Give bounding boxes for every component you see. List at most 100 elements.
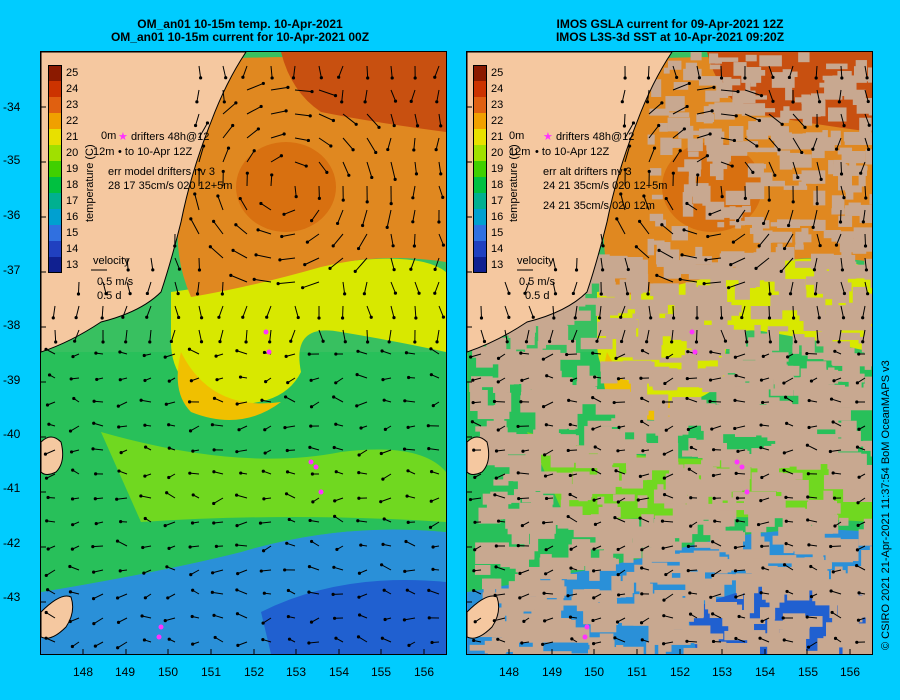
no-data-patch: [865, 233, 872, 252]
no-data-patch: [650, 342, 662, 351]
current-arrow-head: [356, 246, 361, 251]
current-arrow-head: [118, 350, 122, 354]
current-arrow: [45, 348, 56, 355]
current-arrow-head: [505, 340, 509, 344]
current-arrow-head: [861, 220, 865, 224]
current-arrow-head: [268, 340, 272, 344]
current-arrow: [567, 516, 578, 523]
colorbar-tick-label: 23: [66, 99, 79, 111]
current-arrow-head: [597, 316, 602, 320]
current-arrow-head: [71, 354, 75, 359]
current-arrow: [470, 353, 482, 358]
no-data-patch: [795, 573, 805, 591]
no-data-patch: [622, 575, 634, 594]
current-arrow-head: [392, 267, 396, 272]
no-data-patch: [826, 63, 848, 70]
no-data-patch: [779, 152, 805, 161]
no-data-patch: [550, 572, 562, 596]
current-arrow-head: [521, 449, 525, 453]
no-data-patch: [703, 428, 724, 444]
current-arrow-head: [864, 196, 868, 200]
right-map-panel[interactable]: [466, 51, 873, 655]
current-arrow: [341, 89, 344, 102]
current-arrow-head: [265, 315, 269, 319]
current-arrow: [54, 329, 57, 343]
current-arrow: [435, 137, 440, 150]
left-err-line1: err model drifters nv 3: [108, 166, 215, 178]
current-arrow-head: [69, 450, 74, 454]
current-arrow-head: [74, 316, 78, 320]
no-data-patch: [689, 256, 712, 265]
current-arrow: [648, 147, 655, 163]
current-arrow: [174, 257, 180, 270]
current-arrow-head: [321, 339, 325, 343]
current-arrow: [614, 401, 626, 404]
current-arrow: [661, 224, 674, 235]
right-title-line1: IMOS GSLA current for 09-Apr-2021 12Z: [556, 17, 784, 31]
current-arrow-head: [71, 468, 75, 472]
current-arrow: [664, 449, 674, 455]
current-arrow-head: [686, 568, 690, 573]
current-arrow-head: [294, 194, 298, 199]
current-arrow-head: [818, 243, 822, 248]
current-arrow: [93, 617, 104, 625]
current-arrow: [686, 397, 698, 403]
current-arrow: [643, 195, 650, 211]
no-data-patch: [514, 646, 540, 654]
current-arrow: [194, 193, 200, 211]
no-data-patch: [828, 160, 834, 175]
no-data-patch: [731, 131, 741, 137]
drifter-marker: [584, 624, 590, 630]
no-data-patch: [620, 426, 638, 433]
no-data-patch: [708, 517, 717, 530]
current-arrow: [101, 305, 104, 319]
current-arrow-head: [244, 340, 248, 344]
current-arrow: [45, 449, 56, 455]
current-arrow: [790, 281, 794, 294]
current-arrow-head: [786, 355, 790, 359]
no-data-patch: [726, 643, 760, 654]
current-arrow: [830, 590, 842, 595]
no-data-patch: [832, 294, 839, 312]
no-data-patch: [626, 273, 649, 293]
left-legend-drifters-text: drifters 48h@12: [130, 131, 210, 143]
no-data-patch: [811, 173, 818, 184]
current-arrow: [118, 401, 128, 407]
current-arrow-head: [309, 620, 314, 624]
current-arrow-head: [307, 641, 311, 645]
no-data-patch: [547, 352, 581, 360]
current-arrow: [170, 329, 176, 342]
current-arrow-head: [646, 76, 651, 80]
current-arrow: [311, 209, 320, 221]
current-arrow-head: [591, 618, 595, 623]
current-arrow-head: [834, 243, 839, 247]
no-data-patch: [846, 165, 868, 176]
no-data-patch: [797, 562, 832, 569]
current-arrow-head: [245, 171, 249, 175]
current-arrow-head: [571, 339, 575, 343]
left-map-panel[interactable]: [40, 51, 447, 655]
no-data-patch: [606, 591, 617, 607]
current-arrow-head: [210, 590, 214, 594]
current-arrow-head: [796, 175, 800, 180]
current-arrow: [290, 329, 296, 342]
current-arrow-head: [662, 452, 666, 456]
current-arrow-head: [687, 81, 691, 86]
no-data-patch: [834, 566, 843, 576]
no-data-patch: [795, 261, 815, 268]
current-arrow-head: [595, 339, 599, 343]
current-arrow-head: [472, 638, 476, 643]
current-arrow-head: [393, 291, 398, 295]
current-arrow-head: [807, 543, 811, 547]
current-arrow-head: [751, 170, 755, 174]
current-arrow-head: [473, 548, 477, 552]
current-arrow-head: [124, 340, 128, 344]
no-data-patch: [572, 589, 587, 602]
no-data-patch: [557, 600, 580, 606]
x-tick-label: 152: [244, 665, 265, 679]
current-arrow-head: [319, 76, 323, 80]
no-data-patch: [495, 434, 512, 451]
current-arrow-head: [647, 169, 651, 174]
current-arrow-head: [866, 147, 871, 152]
current-arrow-head: [343, 292, 347, 296]
